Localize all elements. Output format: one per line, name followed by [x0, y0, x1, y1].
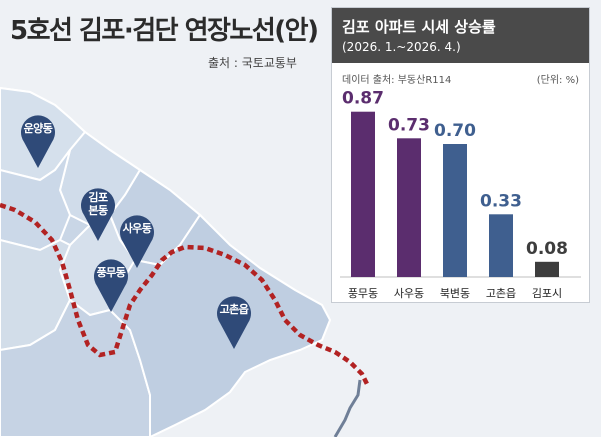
bar-4 [535, 261, 559, 277]
location-pin-icon [217, 296, 251, 349]
map-pin-unyang[interactable]: 운양동 [18, 112, 58, 170]
chart-panel: 김포 아파트 시세 상승률 (2026. 1.~2026. 4.) 데이터 출처… [331, 7, 590, 303]
map-pin-gimpo-bondong[interactable]: 김포 본동 [78, 185, 118, 243]
chart-panel-header: 김포 아파트 시세 상승률 (2026. 1.~2026. 4.) [332, 8, 589, 63]
river-line [333, 379, 362, 437]
category-label-3: 고촌읍 [486, 287, 516, 300]
bar-value-label-0: 0.87 [342, 89, 384, 109]
subway-route-line [0, 202, 371, 388]
bar-2 [443, 144, 467, 277]
map-pin-label: 풍무동 [96, 266, 126, 279]
location-pin-icon [120, 215, 154, 268]
map-pin-label: 운양동 [23, 122, 53, 135]
chart-title: 김포 아파트 시세 상승률 [342, 18, 496, 36]
map-source: 출처 : 국토교통부 [208, 56, 297, 70]
category-label-0: 풍무동 [348, 287, 378, 300]
location-pin-icon [81, 188, 115, 241]
map-pin-sawoo[interactable]: 사우동 [117, 212, 157, 270]
map-pin-label: 사우동 [122, 222, 152, 235]
bar-value-label-2: 0.70 [434, 121, 476, 141]
chart-unit: (단위: %) [536, 75, 579, 86]
chart-subtitle: (2026. 1.~2026. 4.) [342, 40, 461, 54]
bar-value-label-3: 0.33 [480, 191, 522, 211]
chart-data-source: 데이터 출처: 부동산R114 [342, 75, 452, 86]
bar-1 [397, 138, 421, 277]
bar-3 [489, 214, 513, 277]
category-label-4: 김포시 [532, 287, 562, 300]
map-title: 5호선 김포·검단 연장노선(안) [10, 16, 319, 46]
bar-value-label-4: 0.08 [526, 239, 568, 259]
location-pin-icon [21, 115, 56, 168]
map-pin-label: 김포 본동 [88, 191, 108, 217]
map-pin-gochon[interactable]: 고촌읍 [214, 293, 254, 351]
location-pin-icon [94, 259, 128, 312]
category-label-2: 북변동 [440, 287, 470, 300]
bar-0 [351, 111, 375, 277]
bar-value-label-1: 0.73 [388, 115, 430, 135]
map-pin-label: 고촌읍 [219, 303, 249, 316]
category-label-1: 사우동 [394, 287, 424, 300]
map-pin-pungmu[interactable]: 풍무동 [91, 256, 131, 314]
bar-chart: 0.87 풍무동 0.73 사우동 0.70 북변동 0.33 고촌읍 0.08 김포시 [340, 89, 581, 300]
